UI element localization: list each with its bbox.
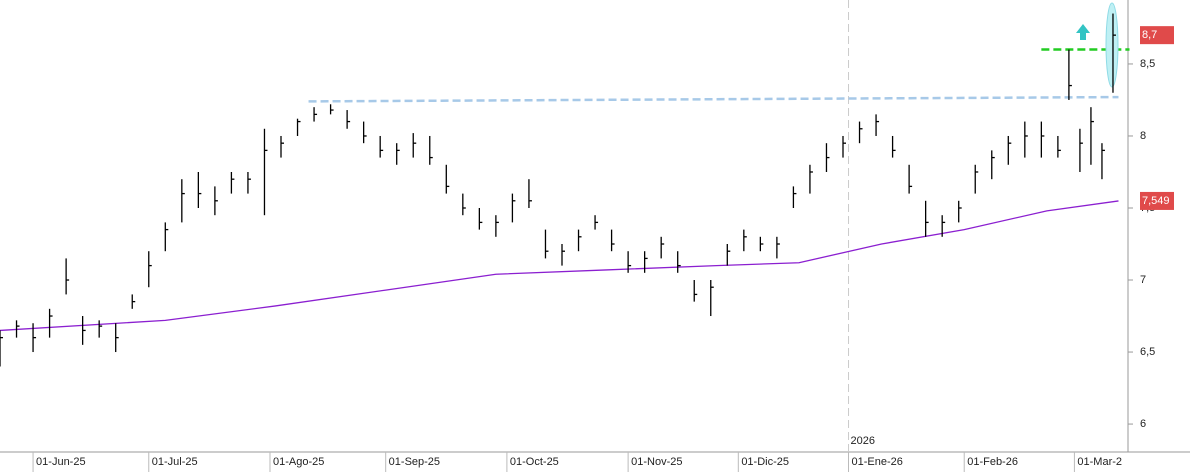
price-tag [1140, 191, 1174, 210]
y-tick-label: 8,5 [1140, 58, 1155, 70]
breakout-highlight [1105, 2, 1119, 88]
y-tick-label: 7 [1140, 274, 1146, 286]
year-label: 2026 [851, 435, 875, 447]
x-tick-label: 01-Ago-25 [273, 456, 324, 468]
x-tick-label: 01-Oct-25 [510, 456, 559, 468]
x-tick-label: 01-Jun-25 [36, 456, 86, 468]
x-tick-label: 01-Feb-26 [967, 456, 1018, 468]
price-tag [1140, 26, 1174, 45]
x-tick-label: 01-Ene-26 [852, 456, 903, 468]
price-tag-label: 7,549 [1142, 195, 1170, 207]
x-tick-label: 01-Sep-25 [389, 456, 440, 468]
x-tick-label: 01-Mar-2 [1077, 456, 1122, 468]
moving-average [0, 200, 1119, 332]
y-tick-label: 6 [1140, 418, 1146, 430]
y-tick-label: 8 [1140, 130, 1146, 142]
x-tick-label: 01-Dic-25 [741, 456, 789, 468]
resistance-line [308, 95, 1119, 103]
up-arrow [1076, 24, 1090, 40]
x-tick-label: 01-Jul-25 [152, 456, 198, 468]
x-tick-label: 01-Nov-25 [631, 456, 682, 468]
y-tick-label: 6,5 [1140, 346, 1155, 358]
price-tag-label: 8,7 [1142, 29, 1157, 41]
